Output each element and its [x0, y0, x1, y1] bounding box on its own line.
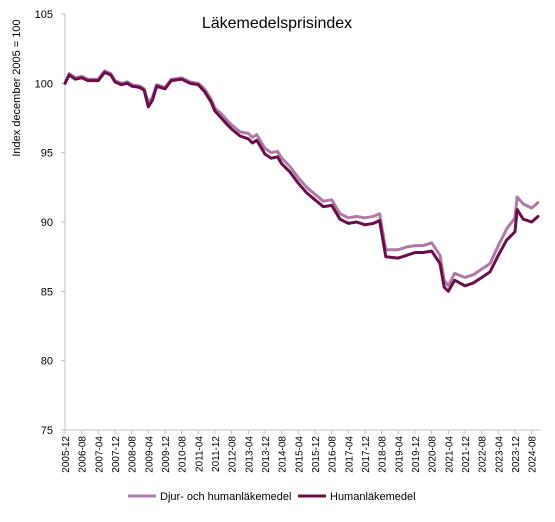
- x-tick-label: 2006-08: [78, 436, 89, 473]
- x-tick-label: 2010-08: [178, 436, 189, 473]
- x-tick-label: 2007-04: [94, 436, 105, 473]
- y-tick-label: 75: [41, 425, 53, 437]
- x-tick-label: 2016-08: [328, 436, 339, 473]
- x-tick-label: 2014-08: [278, 436, 289, 473]
- x-tick-label: 2017-04: [344, 436, 355, 473]
- y-tick-label: 100: [35, 78, 53, 90]
- x-tick-label: 2007-12: [111, 436, 122, 473]
- x-tick-label: 2021-12: [461, 436, 472, 473]
- chart-title: Läkemedelsprisindex: [202, 15, 352, 32]
- x-tick-label: 2023-04: [494, 436, 505, 473]
- x-tick-label: 2018-08: [378, 436, 389, 473]
- x-tick-label: 2015-12: [311, 436, 322, 473]
- x-tick-label: 2024-08: [528, 436, 539, 473]
- y-axis: 75 80 85 90 95 100 105: [35, 9, 66, 437]
- x-tick-label: 2009-04: [144, 436, 155, 473]
- y-tick-label: 90: [41, 217, 53, 229]
- x-tick-label: 2015-04: [294, 436, 305, 473]
- x-tick-label: 2005-12: [61, 436, 72, 473]
- y-tick-label: 105: [35, 9, 53, 21]
- y-tick-label: 95: [41, 148, 53, 160]
- x-tick-label: 2021-04: [444, 436, 455, 473]
- x-tick-label: 2012-08: [228, 436, 239, 473]
- x-axis: 2005-12 2006-08 2007-04 2007-12 2008-08 2009-…: [61, 429, 540, 473]
- x-tick-label: 2023-12: [511, 436, 522, 473]
- series-lines: [63, 69, 540, 293]
- x-tick-label: 2011-04: [194, 436, 205, 472]
- series-line-1: [63, 69, 540, 288]
- x-tick-label: 2013-12: [261, 436, 272, 473]
- y-axis-label: Index december 2005 = 100: [11, 19, 23, 156]
- legend-label-2: Humanläkemedel: [330, 491, 416, 503]
- series-line-2: [63, 70, 540, 293]
- y-tick-label: 80: [41, 356, 53, 368]
- x-tick-label: 2019-04: [394, 436, 405, 473]
- legend: Djur- och humanläkemedel Humanläkemedel: [128, 491, 416, 503]
- x-tick-label: 2013-04: [244, 436, 255, 473]
- x-tick-label: 2022-08: [478, 436, 489, 473]
- x-tick-label: 2017-12: [361, 436, 372, 473]
- legend-label-1: Djur- och humanläkemedel: [160, 491, 291, 503]
- y-tick-label: 85: [41, 286, 53, 298]
- x-tick-label: 2008-08: [128, 436, 139, 473]
- x-tick-label: 2020-08: [428, 436, 439, 473]
- x-tick-label: 2009-12: [161, 436, 172, 473]
- x-tick-label: 2011-12: [211, 436, 222, 472]
- x-tick-label: 2019-12: [411, 436, 422, 473]
